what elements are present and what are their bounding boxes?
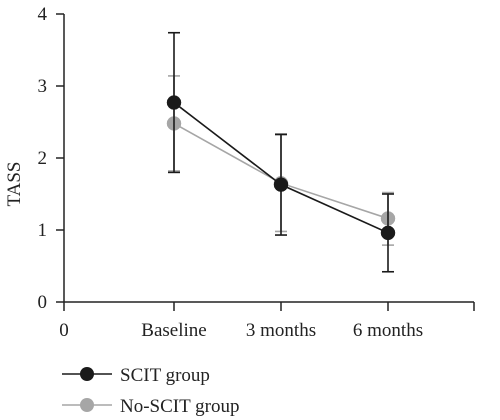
x-tick-label-zero: 0: [59, 320, 69, 341]
y-axis-title: TASS: [4, 162, 25, 207]
data-point: [166, 95, 182, 110]
legend: SCIT group No-SCIT group: [62, 365, 239, 417]
legend-label: No-SCIT group: [120, 396, 239, 417]
series-layer: [166, 31, 396, 273]
data-point: [380, 225, 396, 241]
legend-marker: [80, 398, 94, 412]
y-tick-label: 4: [38, 4, 48, 25]
legend-label: SCIT group: [120, 365, 210, 386]
x-tick-label: 6 months: [353, 320, 423, 341]
y-ticks: 0 1 2 3 4: [38, 4, 64, 313]
series-scit: [166, 31, 396, 273]
data-point: [273, 177, 289, 192]
y-tick-label: 2: [38, 148, 48, 169]
x-tick-label: 3 months: [246, 320, 316, 341]
y-tick-label: 0: [38, 292, 48, 313]
y-tick-label: 3: [38, 76, 48, 97]
y-tick-label: 1: [38, 220, 48, 241]
x-tick-label: Baseline: [141, 320, 206, 341]
axes: [63, 14, 474, 303]
x-ticks: 0 Baseline 3 months 6 months: [59, 302, 475, 341]
legend-marker: [80, 367, 94, 381]
